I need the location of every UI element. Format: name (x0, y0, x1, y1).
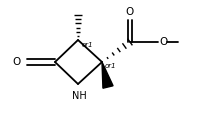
Text: NH: NH (72, 91, 86, 101)
Text: O: O (159, 37, 167, 47)
Text: O: O (126, 7, 134, 17)
Polygon shape (102, 62, 113, 88)
Text: or1: or1 (82, 42, 94, 48)
Text: or1: or1 (105, 63, 117, 69)
Text: O: O (13, 57, 21, 67)
